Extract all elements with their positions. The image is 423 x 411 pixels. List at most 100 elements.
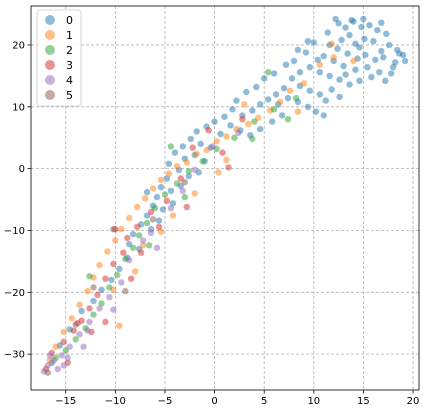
data-point — [52, 343, 59, 350]
data-point — [330, 54, 337, 61]
data-point — [124, 234, 131, 242]
data-point — [372, 56, 379, 63]
data-point — [284, 116, 292, 123]
data-point — [191, 190, 198, 197]
data-point — [173, 180, 181, 187]
data-point — [278, 112, 286, 119]
data-point — [328, 86, 335, 93]
data-point — [169, 200, 177, 207]
legend-marker — [45, 15, 55, 25]
data-point — [141, 195, 149, 202]
data-point — [106, 284, 113, 291]
data-point — [46, 352, 54, 359]
data-point — [370, 38, 377, 45]
data-point — [217, 130, 224, 138]
data-point — [332, 15, 339, 23]
data-point — [356, 44, 363, 51]
data-point — [171, 149, 179, 156]
data-point — [229, 106, 236, 113]
data-point — [284, 94, 292, 102]
data-point — [60, 362, 67, 369]
data-point — [149, 216, 157, 223]
data-point — [243, 88, 250, 96]
x-tick-label: 0 — [211, 396, 217, 407]
data-point — [155, 217, 163, 224]
data-point — [261, 75, 268, 82]
data-point — [104, 248, 111, 255]
data-point — [221, 113, 228, 120]
data-point — [98, 286, 105, 293]
legend-marker — [45, 45, 55, 55]
data-point — [268, 118, 276, 125]
data-point — [361, 35, 368, 42]
legend-marker — [45, 60, 55, 70]
legend-label: 3 — [66, 59, 73, 72]
data-point — [90, 311, 97, 318]
data-point — [122, 287, 129, 295]
data-point — [362, 51, 369, 59]
data-point — [290, 57, 298, 65]
data-point — [153, 244, 161, 251]
y-axis-ticks: −30 −20 −10 0 10 20 — [4, 40, 31, 361]
data-point — [227, 122, 234, 129]
data-point — [50, 357, 57, 364]
data-point — [126, 214, 133, 222]
data-point — [294, 46, 302, 54]
data-point — [193, 128, 200, 135]
data-point — [183, 159, 190, 166]
data-point — [134, 203, 141, 211]
data-point — [54, 365, 61, 373]
data-point — [215, 169, 222, 176]
data-point — [340, 62, 347, 70]
data-point — [310, 39, 317, 46]
data-point — [225, 164, 232, 171]
data-point — [265, 69, 272, 76]
data-point — [185, 167, 192, 175]
data-point — [265, 96, 272, 103]
data-point — [136, 232, 143, 239]
data-point — [96, 305, 103, 312]
x-tick-label: −10 — [105, 396, 126, 407]
data-point — [338, 36, 345, 44]
data-point — [272, 91, 280, 98]
data-point — [304, 38, 312, 45]
data-point — [106, 294, 113, 301]
data-point — [320, 52, 327, 60]
data-point — [76, 301, 83, 308]
data-point — [401, 57, 409, 65]
data-point — [282, 61, 290, 68]
data-point — [306, 63, 313, 71]
data-point — [304, 103, 312, 111]
data-point — [199, 158, 206, 165]
data-point — [110, 306, 117, 313]
data-point — [300, 80, 308, 87]
data-point — [108, 276, 115, 284]
data-point — [316, 91, 323, 98]
data-point — [153, 193, 161, 201]
data-points — [40, 15, 409, 376]
data-point — [253, 83, 260, 91]
data-point — [147, 229, 155, 237]
data-point — [165, 160, 173, 167]
data-point — [96, 261, 103, 269]
data-point — [90, 284, 97, 291]
data-point — [374, 26, 381, 34]
data-point — [149, 185, 157, 192]
data-point — [94, 291, 101, 298]
data-point — [161, 191, 169, 198]
data-point — [60, 338, 67, 345]
data-point — [342, 71, 349, 78]
data-point — [70, 327, 77, 334]
data-point — [126, 256, 133, 264]
data-point — [344, 50, 351, 57]
data-point — [139, 237, 147, 244]
data-point — [378, 47, 385, 55]
data-point — [167, 187, 175, 195]
data-point — [288, 75, 296, 82]
x-tick-label: −15 — [55, 396, 76, 407]
data-point — [155, 223, 163, 230]
data-point — [352, 66, 359, 73]
data-point — [280, 85, 288, 92]
data-point — [292, 94, 300, 102]
data-point — [84, 287, 91, 295]
